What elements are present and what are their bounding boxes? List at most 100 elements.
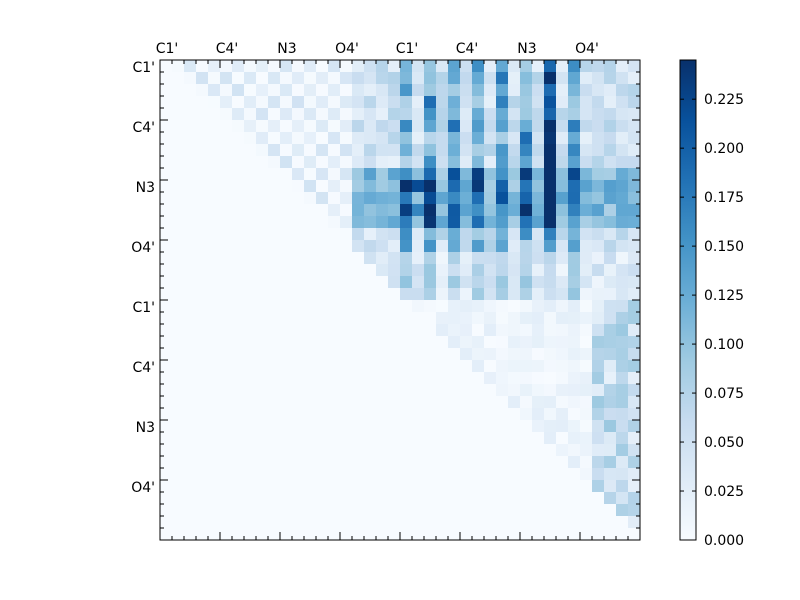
heatmap-cell <box>256 312 269 325</box>
heatmap-cell <box>568 528 581 541</box>
heatmap-cell <box>160 168 173 181</box>
heatmap-cell <box>364 384 377 397</box>
heatmap-cell <box>424 408 437 421</box>
heatmap-cell <box>352 480 365 493</box>
heatmap-cell <box>412 180 425 193</box>
heatmap-cell <box>400 336 413 349</box>
heatmap-cell <box>184 84 197 97</box>
heatmap-cell <box>208 228 221 241</box>
heatmap-cell <box>184 372 197 385</box>
heatmap-cell <box>208 192 221 205</box>
heatmap-cell <box>448 420 461 433</box>
heatmap-cell <box>376 468 389 481</box>
heatmap-cell <box>268 324 281 337</box>
heatmap-cell <box>568 384 581 397</box>
heatmap-cell <box>196 264 209 277</box>
heatmap-cell <box>364 156 377 169</box>
heatmap-cell <box>268 180 281 193</box>
heatmap-cell <box>436 384 449 397</box>
heatmap-cell <box>268 444 281 457</box>
heatmap-cell <box>352 60 365 73</box>
heatmap-cell <box>172 348 185 361</box>
heatmap-cell <box>196 156 209 169</box>
heatmap-cell <box>160 120 173 133</box>
heatmap-cell <box>616 132 629 145</box>
heatmap-cell <box>580 312 593 325</box>
heatmap-cell <box>304 240 317 253</box>
heatmap-cell <box>616 288 629 301</box>
heatmap-cell <box>556 420 569 433</box>
heatmap-cell <box>544 300 557 313</box>
heatmap-cell <box>424 468 437 481</box>
heatmap-cell <box>484 252 497 265</box>
heatmap-cell <box>616 408 629 421</box>
heatmap-cell <box>592 360 605 373</box>
heatmap-cell <box>532 156 545 169</box>
heatmap-cell <box>220 156 233 169</box>
heatmap-cell <box>388 504 401 517</box>
heatmap-cell <box>328 120 341 133</box>
heatmap-cell <box>484 300 497 313</box>
heatmap-cell <box>544 516 557 529</box>
heatmap-cell <box>400 300 413 313</box>
heatmap-cell <box>472 420 485 433</box>
heatmap-cell <box>496 204 509 217</box>
heatmap-cell <box>508 348 521 361</box>
heatmap-cell <box>496 156 509 169</box>
heatmap-cell <box>340 528 353 541</box>
x-tick-labels: C1' C4' N3 O4' C1' C4' N3 O4' <box>156 41 599 57</box>
heatmap-cell <box>616 276 629 289</box>
heatmap-cell <box>448 504 461 517</box>
heatmap-cell <box>220 60 233 73</box>
heatmap-cell <box>400 528 413 541</box>
heatmap-cell <box>580 348 593 361</box>
heatmap-cell <box>184 468 197 481</box>
colorbar-tick-label: 0.125 <box>704 288 744 304</box>
heatmap-cell <box>460 360 473 373</box>
heatmap-cell <box>496 444 509 457</box>
heatmap-cell <box>592 300 605 313</box>
heatmap-cell <box>616 516 629 529</box>
heatmap-cell <box>268 336 281 349</box>
heatmap-cell <box>256 300 269 313</box>
heatmap-cell <box>208 96 221 109</box>
heatmap-cell <box>604 396 617 409</box>
heatmap-cell <box>472 504 485 517</box>
heatmap-cell <box>376 156 389 169</box>
heatmap-cell <box>388 312 401 325</box>
heatmap-cell <box>412 288 425 301</box>
heatmap-cell <box>208 312 221 325</box>
heatmap-cell <box>580 288 593 301</box>
heatmap-cell <box>436 348 449 361</box>
heatmap-cell <box>280 300 293 313</box>
heatmap-cell <box>172 360 185 373</box>
heatmap-cell <box>364 168 377 181</box>
heatmap-cell <box>628 276 641 289</box>
colorbar <box>679 59 697 541</box>
heatmap-cell <box>220 312 233 325</box>
heatmap-cell <box>184 528 197 541</box>
heatmap-cell <box>484 432 497 445</box>
heatmap-cell <box>220 240 233 253</box>
heatmap-cell <box>604 132 617 145</box>
heatmap-cell <box>376 516 389 529</box>
heatmap-cell <box>244 504 257 517</box>
heatmap-cell <box>172 468 185 481</box>
heatmap-cell <box>568 108 581 121</box>
heatmap-cell <box>472 264 485 277</box>
heatmap-cell <box>352 216 365 229</box>
heatmap-cell <box>316 252 329 265</box>
heatmap-cell <box>280 492 293 505</box>
heatmap-cell <box>412 516 425 529</box>
heatmap-cell <box>328 264 341 277</box>
heatmap-cell <box>328 480 341 493</box>
heatmap-cell <box>220 360 233 373</box>
heatmap-cell <box>352 360 365 373</box>
heatmap-cell <box>316 216 329 229</box>
heatmap-cell <box>580 60 593 73</box>
heatmap-cell <box>412 456 425 469</box>
heatmap-cell <box>340 156 353 169</box>
heatmap-cell <box>304 60 317 73</box>
heatmap-cell <box>304 360 317 373</box>
